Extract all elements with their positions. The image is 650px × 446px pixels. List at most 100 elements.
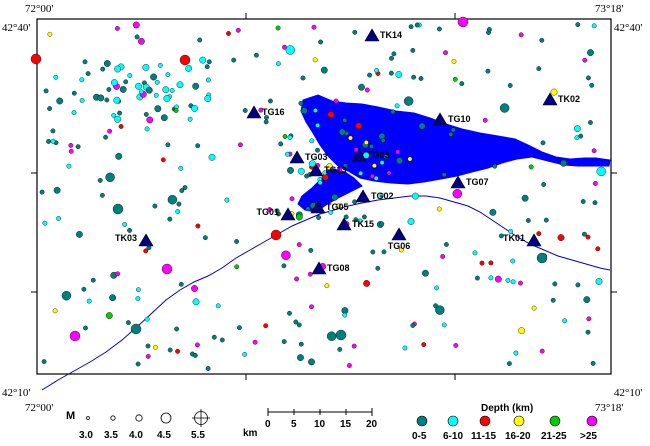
earthquake-event — [135, 361, 141, 367]
depth-label-16-20: 16-20 — [505, 431, 531, 442]
earthquake-event — [100, 66, 106, 72]
earthquake-event — [264, 115, 269, 120]
earthquake-event — [308, 247, 314, 253]
earthquake-event — [450, 127, 456, 133]
earthquake-event — [510, 258, 516, 264]
earthquake-event — [56, 97, 64, 105]
earthquake-event — [318, 39, 323, 45]
earthquake-event — [43, 88, 49, 94]
earthquake-event — [592, 200, 598, 206]
earthquake-event — [139, 89, 144, 95]
earthquake-event — [205, 366, 211, 371]
station-label: TG02 — [371, 191, 394, 201]
top-right-lat: 42°40' — [614, 22, 643, 34]
earthquake-event — [215, 303, 221, 309]
earthquake-event — [132, 21, 140, 29]
earthquake-event — [192, 298, 200, 306]
earthquake-event — [374, 68, 379, 73]
earthquake-event — [270, 229, 282, 241]
earthquake-event — [586, 75, 591, 81]
earthquake-event — [267, 98, 273, 104]
earthquake-event — [346, 363, 352, 368]
earthquake-event — [320, 66, 328, 74]
earthquake-event — [178, 281, 184, 287]
depth-label-0-5: 0-5 — [412, 431, 427, 442]
top-right-lon: 73°18' — [595, 3, 624, 15]
earthquake-event — [482, 117, 488, 123]
earthquake-event — [106, 87, 112, 92]
earthquake-event — [191, 285, 198, 292]
station-marker — [542, 92, 558, 106]
earthquake-event — [343, 214, 349, 220]
earthquake-event — [71, 90, 77, 96]
earthquake-event — [56, 216, 61, 221]
earthquake-event — [595, 246, 601, 252]
earthquake-event — [357, 218, 363, 224]
earthquake-event — [407, 156, 413, 162]
earthquake-event — [109, 294, 117, 302]
earthquake-event — [309, 138, 315, 144]
scale-tick-15: 15 — [340, 419, 352, 430]
earthquake-event — [114, 65, 122, 73]
magnitude-symbol — [160, 412, 172, 424]
earthquake-event — [395, 157, 403, 165]
station-marker — [364, 28, 380, 42]
earthquake-event — [540, 140, 546, 146]
earthquake-event — [79, 77, 85, 83]
earthquake-event — [235, 27, 241, 33]
earthquake-event — [394, 103, 400, 109]
earthquake-event — [508, 228, 513, 234]
earthquake-event — [236, 325, 242, 331]
earthquake-event — [160, 157, 166, 163]
earthquake-event — [448, 131, 454, 137]
earthquake-event — [367, 72, 372, 78]
top-left-lat: 42°40' — [2, 22, 31, 34]
earthquake-event — [494, 275, 502, 283]
earthquake-event — [297, 354, 304, 361]
earthquake-event — [348, 135, 353, 141]
earthquake-event — [252, 339, 258, 345]
earthquake-event — [199, 56, 207, 64]
earthquake-event — [335, 329, 347, 341]
earthquake-event — [69, 330, 81, 342]
earthquake-event — [590, 360, 596, 366]
earthquake-event — [560, 159, 567, 167]
magnitude-label-4: 4.5 — [157, 430, 171, 441]
station-label: TG03 — [367, 150, 390, 160]
station-label: TG07 — [466, 177, 489, 187]
earthquake-event — [371, 163, 377, 169]
earthquake-event — [305, 206, 311, 212]
earthquake-event — [492, 163, 498, 169]
earthquake-event — [142, 64, 150, 71]
earthquake-event — [436, 206, 442, 212]
earthquake-event — [361, 214, 367, 220]
earthquake-event — [324, 283, 330, 289]
earthquake-event — [113, 96, 121, 104]
depth-legend-swatch — [549, 415, 561, 427]
earthquake-event — [111, 113, 117, 118]
earthquake-event — [441, 322, 447, 328]
earthquake-event — [363, 140, 369, 145]
earthquake-event — [195, 223, 201, 229]
earthquake-event — [82, 59, 88, 65]
earthquake-event — [531, 305, 537, 311]
earthquake-event — [42, 220, 48, 226]
earthquake-event — [331, 193, 339, 201]
earthquake-event — [76, 230, 83, 238]
earthquake-event — [145, 343, 151, 349]
legend-symbols — [86, 409, 598, 427]
earthquake-event — [518, 327, 525, 335]
earthquake-event — [278, 141, 284, 147]
earthquake-event — [167, 194, 178, 205]
earthquake-event — [589, 82, 595, 88]
earthquake-event — [61, 291, 72, 301]
earthquake-event — [327, 111, 335, 119]
earthquake-event — [595, 278, 603, 285]
earthquake-event — [403, 96, 414, 106]
magnitude-legend-title: M — [66, 410, 76, 422]
earthquake-event — [115, 271, 121, 277]
earthquake-event — [282, 44, 287, 50]
station-marker — [280, 207, 296, 221]
earthquake-event — [342, 312, 348, 318]
earthquake-event — [160, 114, 168, 122]
